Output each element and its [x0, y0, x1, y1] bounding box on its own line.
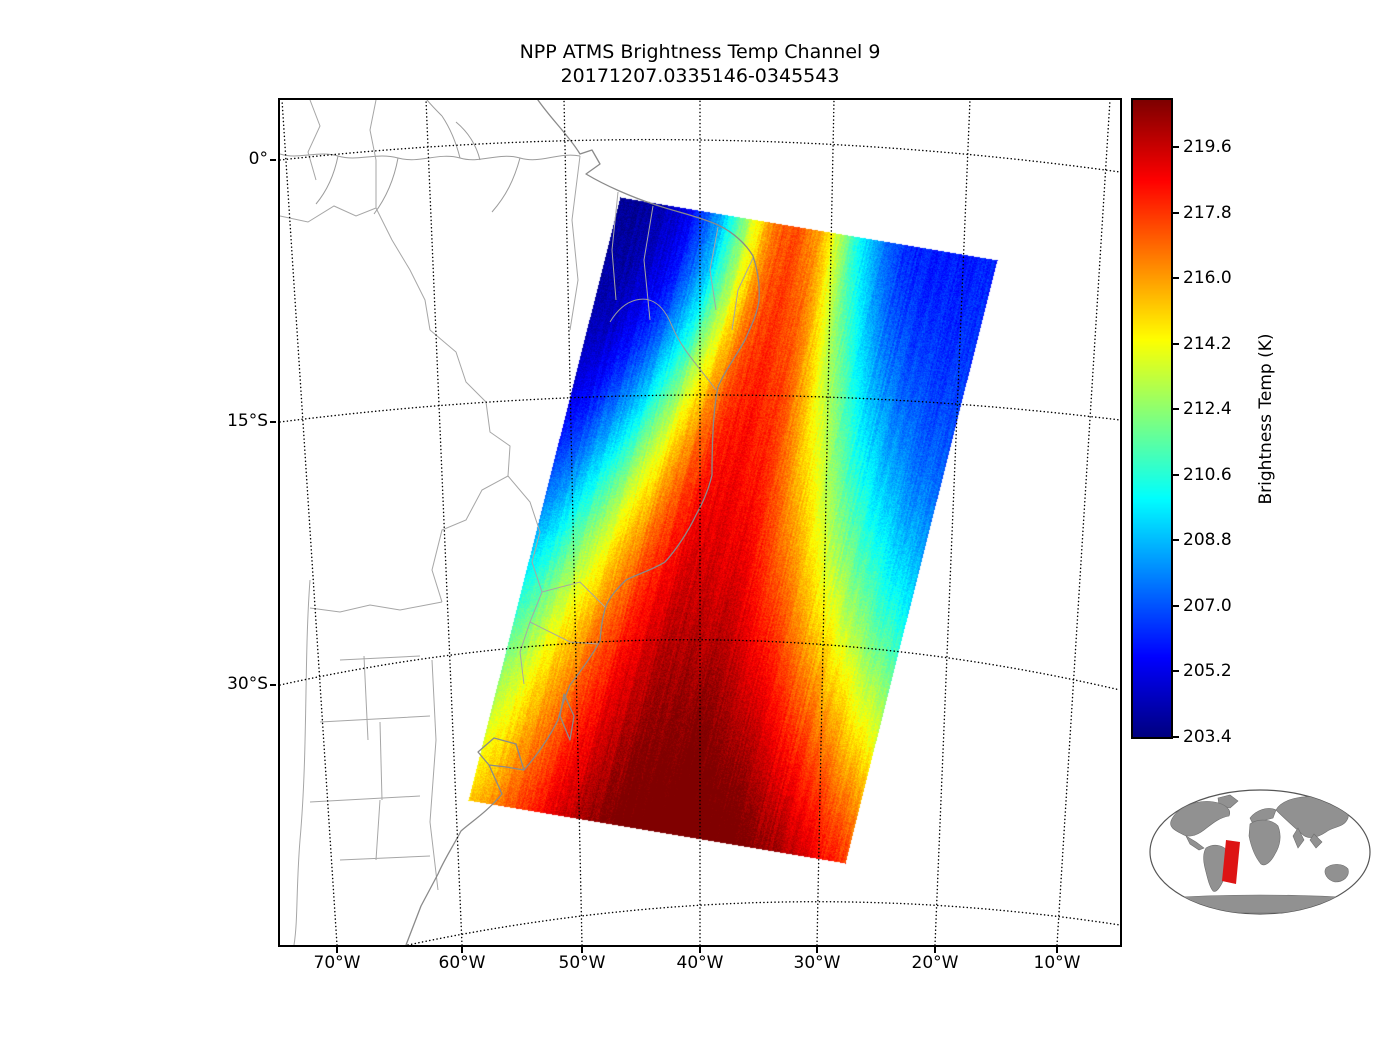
colorbar-tick-mark: [1173, 474, 1179, 476]
lat-tick-label: 30°S: [150, 674, 268, 694]
lon-line-10w: [1057, 100, 1110, 945]
lon-tick-mark: [336, 947, 338, 953]
map-overlay: [280, 100, 1120, 945]
colorbar-tick-label: 217.8: [1183, 202, 1232, 224]
amazon-river: [280, 154, 580, 160]
lon-tick-mark: [934, 947, 936, 953]
colorbar-axis-label: Brightness Temp (K): [1256, 333, 1276, 504]
lat-line-45s: [408, 902, 1120, 945]
lat-tick-mark: [270, 421, 276, 423]
lon-tick-mark: [581, 947, 583, 953]
colorbar-tick-mark: [1173, 343, 1179, 345]
colorbar-tick-label: 214.2: [1183, 333, 1232, 355]
antarctica: [1162, 895, 1358, 913]
lon-tick-label: 60°W: [439, 953, 486, 973]
lat-line-0: [280, 140, 1120, 172]
lon-tick-label: 70°W: [314, 953, 361, 973]
lon-tick-mark: [699, 947, 701, 953]
figure-canvas: NPP ATMS Brightness Temp Channel 9 20171…: [0, 0, 1400, 1050]
lon-line-30w: [817, 100, 834, 945]
lon-tick-mark: [1056, 947, 1058, 953]
colorbar-tick-label: 210.6: [1183, 464, 1232, 486]
lon-tick-label: 20°W: [912, 953, 959, 973]
lon-tick-label: 50°W: [559, 953, 606, 973]
colorbar-tick-mark: [1173, 670, 1179, 672]
colorbar-tick-mark: [1173, 277, 1179, 279]
colorbar-tick-label: 207.0: [1183, 595, 1232, 617]
colorbar-tick-label: 205.2: [1183, 660, 1232, 682]
graticule: [280, 100, 1120, 945]
lon-line-60w: [426, 100, 462, 945]
map-frame: [278, 98, 1122, 947]
figure-subtitle: 20171207.0335146-0345543: [0, 64, 1400, 88]
lon-tick-label: 40°W: [677, 953, 724, 973]
lagoon: [560, 694, 574, 740]
lat-tick-label: 0°: [150, 149, 268, 169]
globe-inset: [1146, 786, 1374, 918]
lon-tick-label: 10°W: [1034, 953, 1081, 973]
colorbar-tick-label: 219.6: [1183, 136, 1232, 158]
colorbar: [1131, 98, 1173, 739]
lon-tick-mark: [816, 947, 818, 953]
colorbar-tick-label: 208.8: [1183, 529, 1232, 551]
lon-tick-mark: [461, 947, 463, 953]
lon-line-70w: [282, 100, 337, 945]
colorbar-tick-mark: [1173, 736, 1179, 738]
figure-title: NPP ATMS Brightness Temp Channel 9: [0, 40, 1400, 64]
lon-line-20w: [935, 100, 970, 945]
uruguay-border: [478, 738, 524, 770]
colorbar-tick-label: 203.4: [1183, 726, 1232, 748]
colorbar-tick-mark: [1173, 146, 1179, 148]
colorbar-tick-mark: [1173, 605, 1179, 607]
colorbar-tick-mark: [1173, 539, 1179, 541]
colorbar-tick-label: 216.0: [1183, 267, 1232, 289]
lat-tick-mark: [270, 159, 276, 161]
colorbar-gradient: [1133, 100, 1171, 737]
colorbar-tick-label: 212.4: [1183, 398, 1232, 420]
lat-tick-label: 15°S: [150, 411, 268, 431]
colorbar-tick-mark: [1173, 212, 1179, 214]
colorbar-tick-mark: [1173, 408, 1179, 410]
border-lines: [280, 100, 753, 945]
lon-tick-label: 30°W: [794, 953, 841, 973]
lat-tick-mark: [270, 684, 276, 686]
